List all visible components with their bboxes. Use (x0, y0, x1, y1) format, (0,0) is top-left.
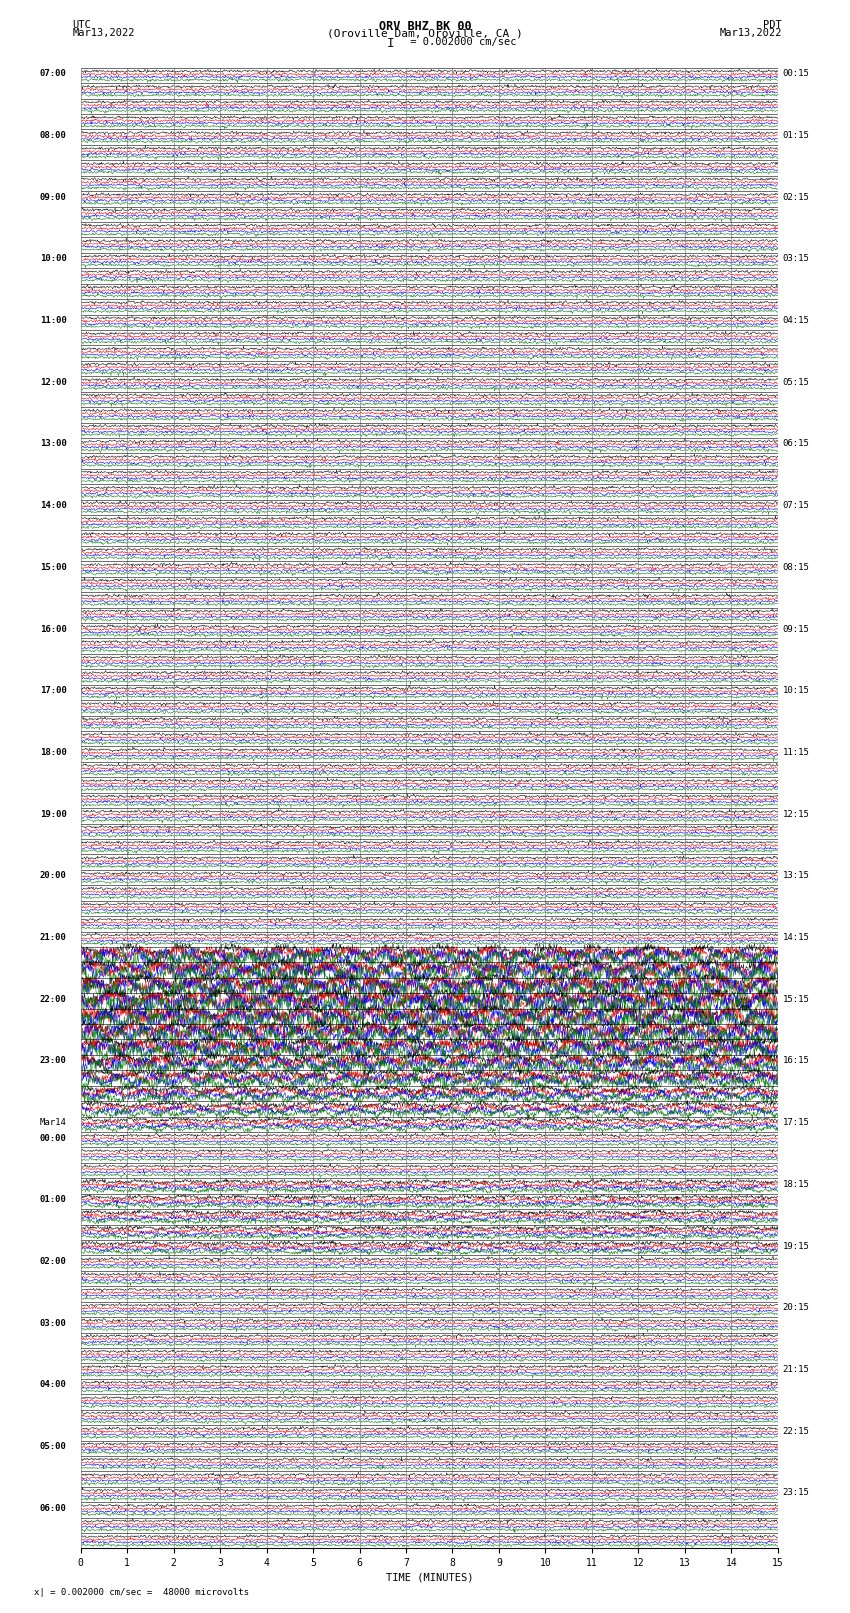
Text: (Oroville Dam, Oroville, CA ): (Oroville Dam, Oroville, CA ) (327, 29, 523, 39)
Text: 19:15: 19:15 (782, 1242, 809, 1250)
Text: 00:15: 00:15 (782, 69, 809, 79)
Text: 12:00: 12:00 (40, 377, 67, 387)
Text: 18:15: 18:15 (782, 1179, 809, 1189)
Text: 11:15: 11:15 (782, 748, 809, 756)
Text: 07:00: 07:00 (40, 69, 67, 79)
Text: 16:00: 16:00 (40, 624, 67, 634)
Text: 17:00: 17:00 (40, 686, 67, 695)
Text: 22:00: 22:00 (40, 995, 67, 1003)
Text: 01:15: 01:15 (782, 131, 809, 140)
Text: 13:15: 13:15 (782, 871, 809, 881)
Text: 16:15: 16:15 (782, 1057, 809, 1066)
Text: 13:00: 13:00 (40, 439, 67, 448)
Text: I: I (388, 37, 394, 50)
Text: 09:00: 09:00 (40, 192, 67, 202)
Text: 18:00: 18:00 (40, 748, 67, 756)
Text: = 0.002000 cm/sec: = 0.002000 cm/sec (404, 37, 516, 47)
Text: 02:00: 02:00 (40, 1257, 67, 1266)
Text: 14:15: 14:15 (782, 932, 809, 942)
Text: ORV BHZ BK 00: ORV BHZ BK 00 (379, 19, 471, 34)
Text: x| = 0.002000 cm/sec =  48000 microvolts: x| = 0.002000 cm/sec = 48000 microvolts (34, 1587, 249, 1597)
Text: 08:00: 08:00 (40, 131, 67, 140)
Text: 01:00: 01:00 (40, 1195, 67, 1205)
Text: 03:00: 03:00 (40, 1319, 67, 1327)
Text: 07:15: 07:15 (782, 502, 809, 510)
Text: Mar13,2022: Mar13,2022 (72, 29, 135, 39)
Text: 21:00: 21:00 (40, 932, 67, 942)
Text: UTC: UTC (72, 19, 91, 31)
Text: 10:00: 10:00 (40, 255, 67, 263)
Text: 20:00: 20:00 (40, 871, 67, 881)
Text: PDT: PDT (763, 19, 782, 31)
Text: Mar14: Mar14 (40, 1118, 67, 1127)
Text: 00:00: 00:00 (40, 1134, 67, 1142)
Text: 06:00: 06:00 (40, 1503, 67, 1513)
Text: 11:00: 11:00 (40, 316, 67, 326)
Text: 21:15: 21:15 (782, 1365, 809, 1374)
Text: 22:15: 22:15 (782, 1426, 809, 1436)
Text: 15:00: 15:00 (40, 563, 67, 573)
Text: 05:15: 05:15 (782, 377, 809, 387)
X-axis label: TIME (MINUTES): TIME (MINUTES) (386, 1573, 473, 1582)
Text: Mar13,2022: Mar13,2022 (719, 29, 782, 39)
Text: 12:15: 12:15 (782, 810, 809, 819)
Text: 14:00: 14:00 (40, 502, 67, 510)
Text: 02:15: 02:15 (782, 192, 809, 202)
Text: 23:00: 23:00 (40, 1057, 67, 1066)
Text: 04:15: 04:15 (782, 316, 809, 326)
Text: 10:15: 10:15 (782, 686, 809, 695)
Text: 19:00: 19:00 (40, 810, 67, 819)
Text: 06:15: 06:15 (782, 439, 809, 448)
Text: 20:15: 20:15 (782, 1303, 809, 1313)
Text: 05:00: 05:00 (40, 1442, 67, 1452)
Text: 08:15: 08:15 (782, 563, 809, 573)
Text: 03:15: 03:15 (782, 255, 809, 263)
Text: 09:15: 09:15 (782, 624, 809, 634)
Text: 17:15: 17:15 (782, 1118, 809, 1127)
Text: 23:15: 23:15 (782, 1489, 809, 1497)
Text: 15:15: 15:15 (782, 995, 809, 1003)
Text: 04:00: 04:00 (40, 1381, 67, 1389)
